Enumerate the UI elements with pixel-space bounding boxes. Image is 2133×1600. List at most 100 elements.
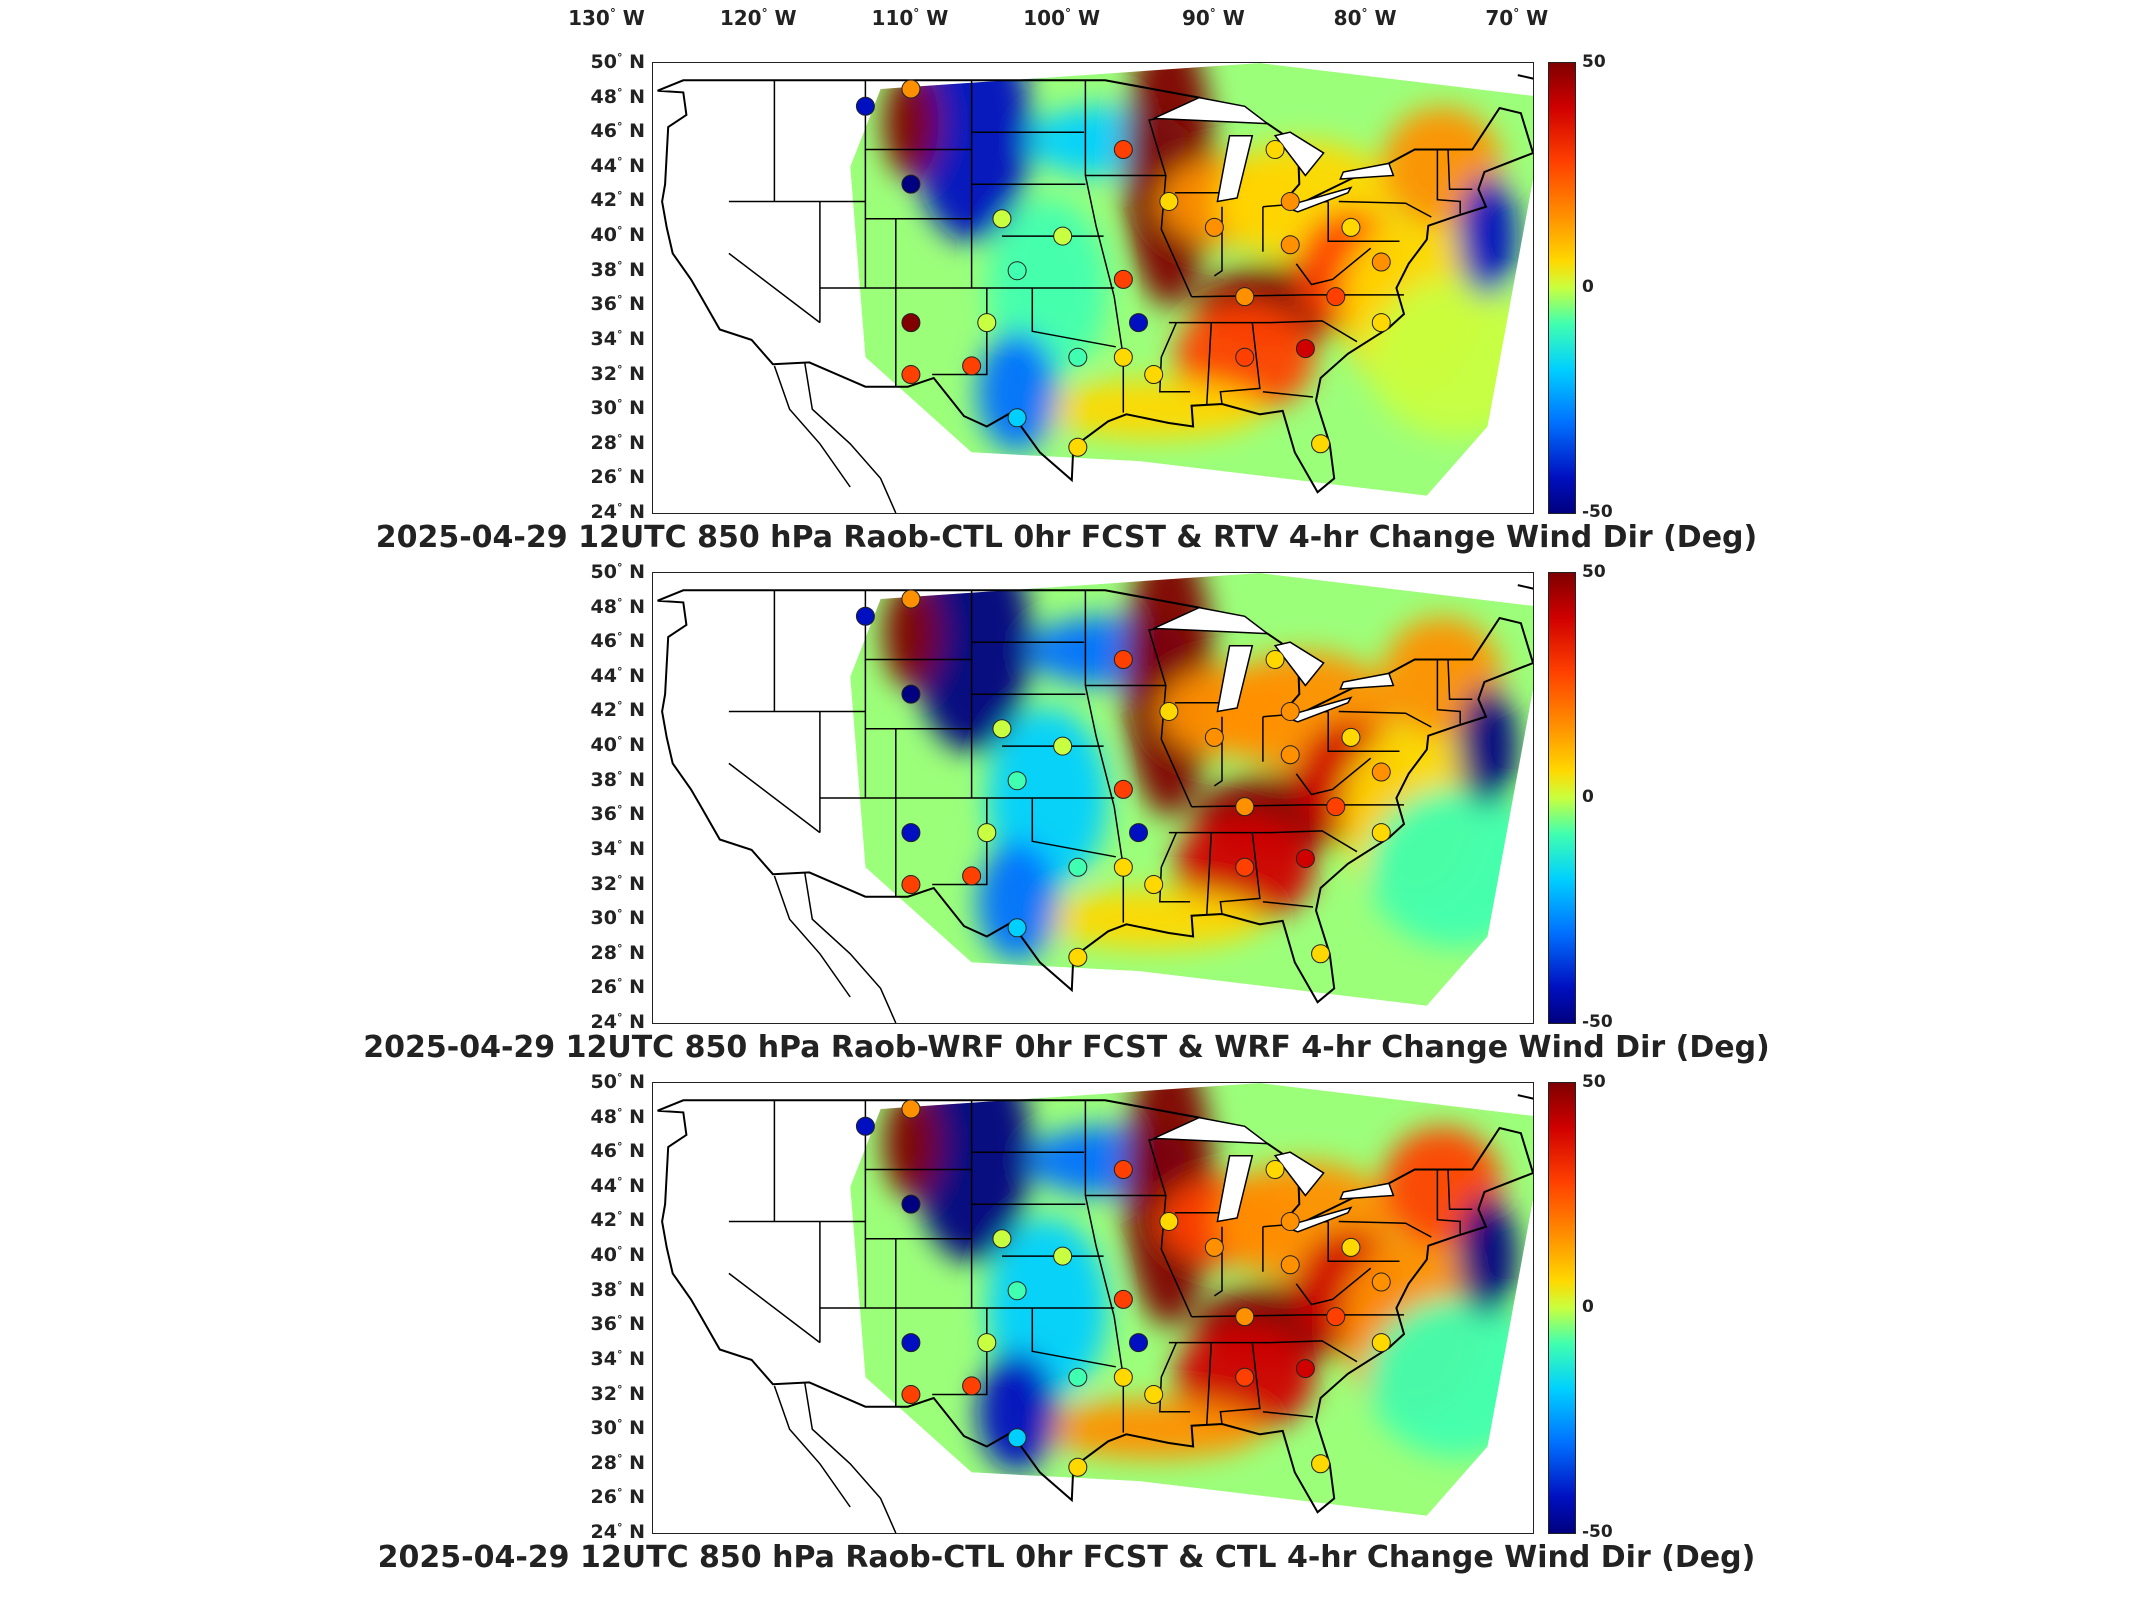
great-lake [1216,134,1254,203]
latitude-label: 34° N [590,1347,645,1371]
latitude-label: 48° N [590,1105,645,1128]
great-lake [1153,96,1270,125]
raob-station-marker [1204,217,1224,237]
us-outline [657,1099,1533,1514]
us-outline [657,589,1533,1004]
wind-change-field [850,1083,1533,1516]
raob-station-marker [1068,347,1088,367]
latitude-label: 24° N [590,1520,645,1544]
raob-station-marker [855,606,875,626]
latitude-label: 42° N [590,1209,645,1232]
panel-title: 2025-04-29 12UTC 850 hPa Raob-CTL 0hr FC… [375,520,1758,555]
raob-station-marker [1113,347,1133,367]
latitude-label: 30° N [590,1416,645,1440]
raob-station-marker [1068,1457,1088,1477]
state-border [1084,80,1115,297]
latitude-label: 50° N [590,50,645,74]
field-patch [1043,379,1264,440]
field-patch [1457,1196,1518,1317]
great-lake [1216,1154,1254,1223]
raob-station-marker [901,174,921,194]
colorbar-mid-label: 0 [1582,277,1594,297]
colorbar-mid-label: 0 [1582,1297,1594,1317]
raob-station-marker [1053,736,1073,756]
raob-station-marker [1159,1211,1179,1231]
raob-station-marker [901,823,921,843]
state-border [1219,832,1261,915]
field-patch [1043,889,1264,950]
field-patch [882,1088,939,1199]
longitude-axis: 130° W 120° W 110° W 100° W 90° W 80° W 70° W [568,6,1548,36]
latitude-label: 48° N [590,85,645,108]
raob-station-marker [962,866,982,886]
longitude-label: 80° W [1333,6,1397,30]
raob-station-marker [901,313,921,333]
colorbar-max-label: 50 [1582,1072,1606,1092]
raob-station-marker [1053,1246,1073,1266]
state-border [1206,832,1213,915]
us-outline [657,79,1533,494]
state-border [1295,247,1372,286]
baja-coast [773,365,851,488]
latitude-label: 24° N [590,500,645,524]
state-border [1262,901,1314,908]
state-border [1262,1411,1314,1418]
latitude-label: 34° N [590,327,645,351]
raob-station-marker [855,1116,875,1136]
colorbar-min-label: -50 [1582,1012,1613,1032]
raob-station-marker [1326,287,1346,307]
raob-station-marker [1311,434,1331,454]
longitude-label: 130° W [568,6,645,30]
raob-station-marker [1007,408,1027,428]
raob-station-marker [1371,313,1391,333]
state-border [1191,804,1404,808]
state-border [1327,1221,1400,1263]
latitude-axis: 50° N 48° N 46° N 44° N 42° N 40° N 38° N 36° N… [560,51,645,523]
great-lake [1339,1182,1395,1200]
raob-station-marker [1295,849,1315,869]
raob-station-marker [992,209,1012,229]
state-border [728,252,821,324]
map-plot [652,1082,1534,1534]
raob-station-marker [1113,1160,1133,1180]
raob-station-marker [1204,727,1224,747]
raob-station-marker [1280,191,1300,211]
field-patch [1457,176,1518,297]
latitude-label: 28° N [590,1451,645,1474]
latitude-label: 28° N [590,431,645,454]
latitude-label: 38° N [590,258,645,281]
raob-station-marker [1280,1255,1300,1275]
raob-station-marker [1235,857,1255,877]
latitude-label: 36° N [590,1313,645,1336]
field-patch [1457,686,1518,807]
raob-station-marker [992,719,1012,739]
state-border [1262,391,1314,398]
raob-station-marker [1280,1211,1300,1231]
panel-title: 2025-04-29 12UTC 850 hPa Raob-CTL 0hr FC… [377,1540,1756,1575]
latitude-label: 26° N [590,1486,645,1509]
raob-station-marker [1265,140,1285,160]
state-border [1436,149,1461,214]
map-panel-3: 50° N 48° N 46° N 44° N 42° N 40° N 38° N 36° N… [0,1040,2133,1575]
longitude-label: 70° W [1485,6,1549,30]
latitude-label: 50° N [590,560,645,584]
state-border [1447,1169,1473,1211]
mexico-coast [803,872,897,1023]
raob-station-marker [1144,875,1164,895]
great-lake [1153,606,1270,635]
raob-station-marker [1371,762,1391,782]
raob-station-marker [1204,1237,1224,1257]
wind-change-field [850,573,1533,1006]
field-patch [882,578,939,689]
map-canvas [657,63,1533,513]
latitude-label: 42° N [590,699,645,722]
raob-station-marker [1113,650,1133,670]
state-border [1084,590,1115,807]
raob-station-marker [1068,947,1088,967]
map-panel-2: 50° N 48° N 46° N 44° N 42° N 40° N 38° N 36° N… [0,530,2133,1065]
raob-station-marker [1341,1237,1361,1257]
panel-title: 2025-04-29 12UTC 850 hPa Raob-WRF 0hr FC… [363,1030,1770,1065]
raob-station-marker [1144,365,1164,385]
latitude-axis: 50° N 48° N 46° N 44° N 42° N 40° N 38° N 36° N… [560,1071,645,1543]
state-border [1031,288,1116,348]
